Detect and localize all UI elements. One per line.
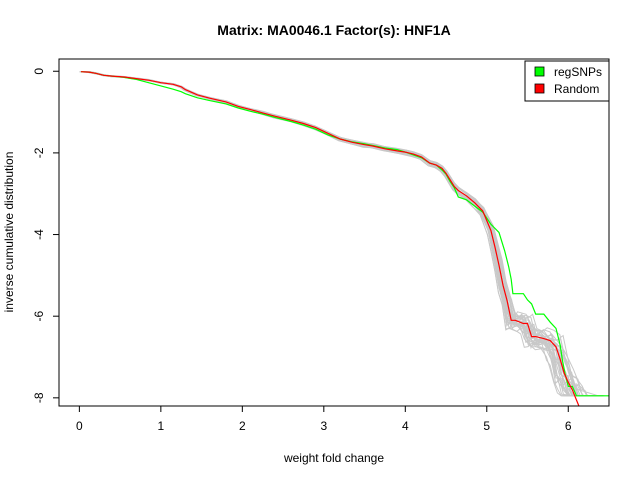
x-tick-label: 0 xyxy=(76,419,83,433)
random-sim-line xyxy=(80,71,583,397)
random-sim-line xyxy=(80,71,580,397)
random-sim-line xyxy=(81,71,583,397)
legend-label-regsnps: regSNPs xyxy=(554,65,602,79)
y-tick-label: -6 xyxy=(32,311,46,322)
random-sim-line xyxy=(80,71,599,397)
y-tick-label: 0 xyxy=(32,68,46,75)
x-tick-label: 1 xyxy=(158,419,165,433)
random-sim-line xyxy=(81,71,593,397)
legend-label-random: Random xyxy=(554,82,599,96)
legend: regSNPs Random xyxy=(524,60,610,102)
y-axis-label: inverse cumulative distribution xyxy=(2,152,16,313)
y-tick-label: -8 xyxy=(32,392,46,403)
random-sim-line xyxy=(81,71,585,397)
legend-box xyxy=(524,60,610,102)
chart-title: Matrix: MA0046.1 Factor(s): HNF1A xyxy=(217,22,450,38)
series-line-regsnps xyxy=(80,71,609,397)
random-sim-line xyxy=(80,71,586,397)
random-sim-line xyxy=(79,71,594,397)
random-sim-line xyxy=(82,71,588,397)
x-tick-label: 3 xyxy=(320,419,327,433)
series-lines xyxy=(80,71,609,407)
x-tick-label: 6 xyxy=(565,419,572,433)
random-sim-line xyxy=(81,71,585,397)
random-sim-line xyxy=(80,71,575,397)
random-sim-line xyxy=(79,71,595,397)
x-axis: 0 1 2 3 4 5 6 xyxy=(76,406,572,433)
x-axis-label: weight fold change xyxy=(283,451,384,465)
random-sim-line xyxy=(81,71,589,397)
simulated-random-lines xyxy=(79,71,605,397)
y-tick-label: -4 xyxy=(32,229,46,240)
x-tick-label: 5 xyxy=(483,419,490,433)
random-sim-line xyxy=(80,71,599,397)
random-sim-line xyxy=(81,71,580,397)
random-sim-line xyxy=(81,71,585,397)
legend-swatch-regsnps xyxy=(534,66,545,77)
random-sim-line xyxy=(79,71,601,397)
series-line-random xyxy=(80,71,580,407)
random-sim-line xyxy=(80,71,578,397)
random-sim-line xyxy=(82,71,589,397)
plot-frame xyxy=(58,58,610,407)
legend-swatch-random xyxy=(534,83,545,94)
y-tick-label: -2 xyxy=(32,147,46,158)
x-tick-label: 4 xyxy=(402,419,409,433)
random-sim-line xyxy=(79,71,575,397)
y-axis: 0 -2 -4 -6 -8 xyxy=(32,68,59,403)
random-sim-line xyxy=(79,71,582,397)
random-sim-line xyxy=(80,71,590,397)
x-tick-label: 2 xyxy=(239,419,246,433)
random-sim-line xyxy=(82,71,590,397)
